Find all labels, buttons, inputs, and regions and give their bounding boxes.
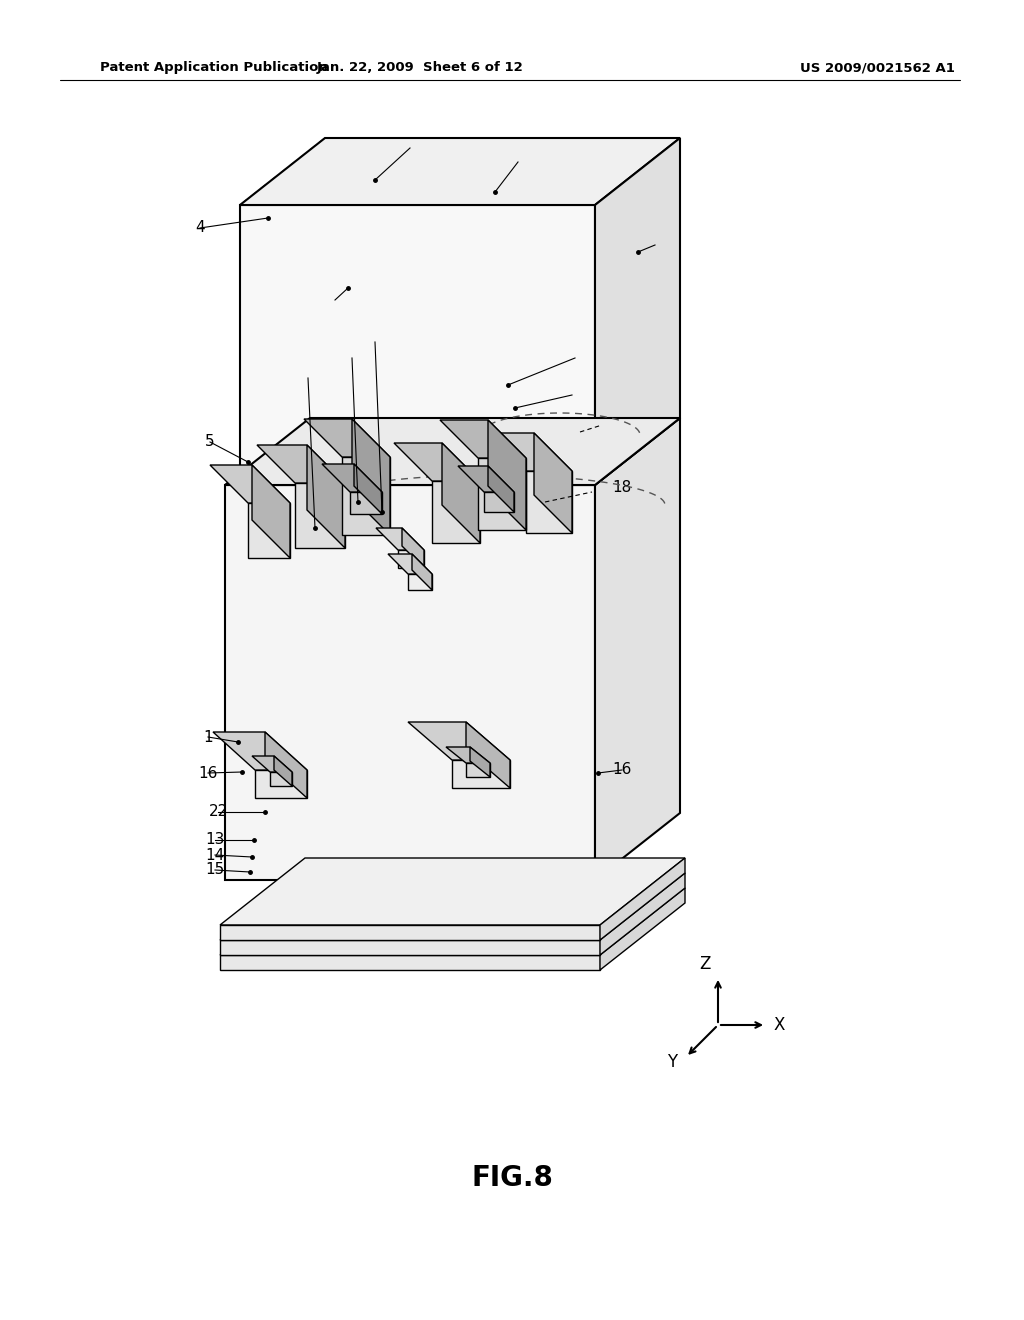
Polygon shape (412, 554, 432, 590)
Polygon shape (322, 465, 382, 492)
Polygon shape (265, 733, 307, 799)
Polygon shape (354, 465, 382, 513)
Text: 16: 16 (199, 766, 218, 780)
Polygon shape (488, 433, 572, 471)
Polygon shape (220, 888, 685, 954)
Text: 19: 19 (645, 238, 665, 252)
Text: X: X (773, 1016, 784, 1034)
Polygon shape (350, 492, 382, 513)
Polygon shape (600, 888, 685, 970)
Polygon shape (394, 444, 480, 480)
Polygon shape (534, 433, 572, 533)
Text: 16: 16 (612, 763, 632, 777)
Text: 1: 1 (203, 730, 213, 744)
Text: US 2009/0021562 A1: US 2009/0021562 A1 (800, 62, 954, 74)
Polygon shape (440, 420, 526, 458)
Polygon shape (484, 492, 514, 512)
Polygon shape (526, 471, 572, 533)
Polygon shape (220, 925, 600, 940)
Text: Y: Y (667, 1053, 677, 1071)
Text: 18: 18 (612, 480, 632, 495)
Polygon shape (307, 445, 345, 548)
Polygon shape (225, 484, 595, 880)
Polygon shape (488, 466, 514, 512)
Polygon shape (240, 205, 595, 484)
Text: Jan. 22, 2009  Sheet 6 of 12: Jan. 22, 2009 Sheet 6 of 12 (316, 62, 523, 74)
Polygon shape (248, 503, 290, 558)
Polygon shape (270, 772, 292, 785)
Text: 15: 15 (206, 862, 224, 878)
Polygon shape (257, 445, 345, 483)
Polygon shape (220, 954, 600, 970)
Text: 21: 21 (508, 154, 527, 169)
Polygon shape (402, 528, 424, 568)
Polygon shape (408, 574, 432, 590)
Polygon shape (274, 756, 292, 785)
Text: 14: 14 (206, 847, 224, 862)
Polygon shape (452, 760, 510, 788)
Text: 20: 20 (366, 334, 385, 350)
Polygon shape (466, 763, 490, 777)
Polygon shape (600, 858, 685, 940)
Polygon shape (398, 550, 424, 568)
Text: 11: 11 (562, 388, 582, 403)
Polygon shape (388, 554, 432, 574)
Text: Patent Application Publication: Patent Application Publication (100, 62, 328, 74)
Text: 4: 4 (196, 220, 205, 235)
Text: FIG.8: FIG.8 (471, 1164, 553, 1192)
Polygon shape (252, 465, 290, 558)
Polygon shape (255, 770, 307, 799)
Polygon shape (376, 528, 424, 550)
Polygon shape (225, 418, 680, 484)
Text: 20: 20 (342, 351, 361, 366)
Polygon shape (595, 139, 680, 484)
Polygon shape (240, 139, 680, 205)
Polygon shape (213, 733, 307, 770)
Polygon shape (220, 940, 600, 954)
Polygon shape (442, 444, 480, 543)
Polygon shape (470, 747, 490, 777)
Text: Z: Z (699, 954, 711, 973)
Text: 13: 13 (206, 833, 224, 847)
Text: 5: 5 (205, 434, 215, 450)
Text: 21: 21 (400, 140, 420, 156)
Text: 10: 10 (565, 351, 585, 366)
Polygon shape (220, 858, 685, 925)
Polygon shape (352, 418, 390, 535)
Text: 20: 20 (298, 371, 317, 385)
Polygon shape (458, 466, 514, 492)
Polygon shape (342, 457, 390, 535)
Polygon shape (478, 458, 526, 531)
Polygon shape (488, 420, 526, 531)
Polygon shape (595, 418, 680, 880)
Polygon shape (295, 483, 345, 548)
Polygon shape (466, 722, 510, 788)
Polygon shape (252, 756, 292, 772)
Text: 17: 17 (615, 414, 635, 429)
Polygon shape (446, 747, 490, 763)
Polygon shape (432, 480, 480, 543)
Text: 21: 21 (326, 293, 345, 308)
Text: 22: 22 (208, 804, 227, 820)
Polygon shape (210, 465, 290, 503)
Polygon shape (408, 722, 510, 760)
Polygon shape (600, 873, 685, 954)
Polygon shape (220, 873, 685, 940)
Polygon shape (304, 418, 390, 457)
